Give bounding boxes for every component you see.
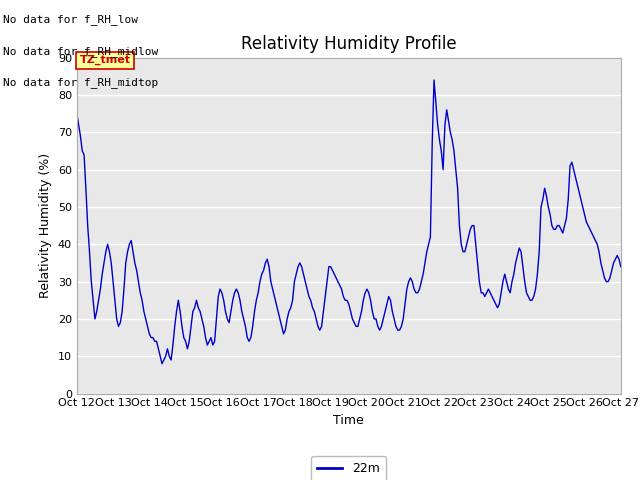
Y-axis label: Relativity Humidity (%): Relativity Humidity (%) [39,153,52,298]
Text: TZ_tmet: TZ_tmet [80,55,131,65]
Text: No data for f_RH_midtop: No data for f_RH_midtop [3,77,159,88]
Text: No data for f_RH_midlow: No data for f_RH_midlow [3,46,159,57]
Text: No data for f_RH_low: No data for f_RH_low [3,14,138,25]
X-axis label: Time: Time [333,414,364,427]
Legend: 22m: 22m [311,456,387,480]
Title: Relativity Humidity Profile: Relativity Humidity Profile [241,35,456,53]
